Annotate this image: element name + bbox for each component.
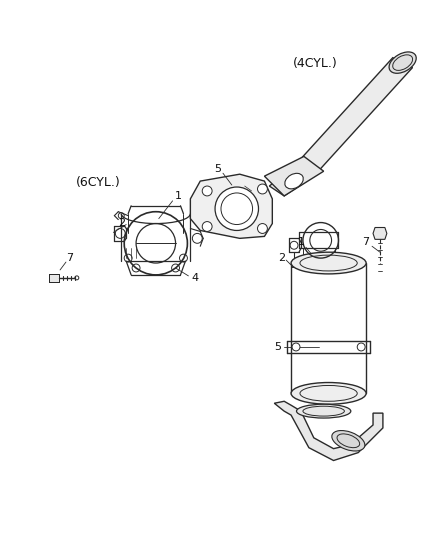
Ellipse shape [388,52,415,74]
Circle shape [291,343,299,351]
Polygon shape [274,401,382,461]
Polygon shape [264,156,323,196]
Ellipse shape [284,173,303,189]
Text: 1: 1 [175,191,182,201]
Text: 2: 2 [117,217,124,228]
Polygon shape [372,228,386,239]
Text: 2: 2 [277,253,284,263]
Circle shape [257,184,267,194]
Text: (6CYL.): (6CYL.) [76,176,120,189]
Text: 5: 5 [273,342,280,352]
Polygon shape [269,58,412,196]
Ellipse shape [290,383,365,404]
Text: (4CYL.): (4CYL.) [292,58,336,70]
Ellipse shape [331,431,364,451]
Text: 4: 4 [191,273,198,283]
Circle shape [202,222,212,231]
Text: 7: 7 [66,253,73,263]
Ellipse shape [290,252,365,274]
Text: 7: 7 [362,237,369,247]
Text: 5: 5 [214,164,221,174]
Text: 1: 1 [297,237,304,247]
Circle shape [357,343,364,351]
Circle shape [215,187,258,230]
Ellipse shape [296,404,350,418]
Polygon shape [190,174,272,238]
Circle shape [257,223,267,233]
Circle shape [202,186,212,196]
Polygon shape [49,274,59,282]
